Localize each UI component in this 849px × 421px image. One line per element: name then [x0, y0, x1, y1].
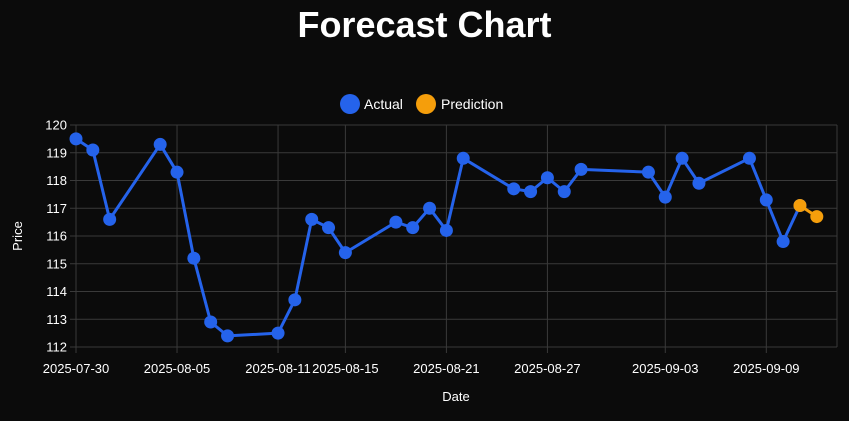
x-tick-label: 2025-09-03: [632, 361, 699, 376]
y-tick-label: 116: [46, 229, 67, 244]
x-tick-label: 2025-08-15: [312, 361, 379, 376]
legend-label-actual: Actual: [364, 96, 403, 112]
y-tick-label: 118: [46, 173, 67, 188]
y-axis-label: Price: [10, 221, 25, 251]
data-point-actual[interactable]: [658, 190, 672, 204]
y-tick-label: 117: [46, 201, 67, 216]
y-tick-label: 119: [46, 145, 67, 160]
data-point-actual[interactable]: [170, 165, 184, 179]
x-tick-label: 2025-09-09: [733, 361, 800, 376]
x-axis-label: Date: [442, 389, 469, 404]
data-point-actual[interactable]: [288, 293, 302, 307]
x-tick-label: 2025-07-30: [43, 361, 110, 376]
data-point-actual[interactable]: [406, 221, 420, 235]
data-point-actual[interactable]: [776, 235, 790, 249]
data-point-actual[interactable]: [103, 212, 117, 226]
legend-swatch-prediction: [416, 94, 436, 114]
data-point-actual[interactable]: [221, 329, 235, 343]
chart-title: Forecast Chart: [297, 4, 551, 45]
data-point-actual[interactable]: [69, 132, 83, 146]
data-point-actual[interactable]: [524, 185, 538, 199]
data-point-actual[interactable]: [759, 193, 773, 207]
x-axis-ticks: 2025-07-30 2025-08-05 2025-08-11 2025-08-15…: [43, 361, 800, 376]
data-point-actual[interactable]: [338, 246, 352, 260]
y-tick-label: 112: [46, 340, 67, 355]
y-tick-label: 113: [46, 312, 67, 327]
legend-item-actual[interactable]: Actual: [340, 94, 403, 114]
x-tick-label: 2025-08-11: [245, 361, 311, 376]
data-point-actual[interactable]: [557, 185, 571, 199]
data-point-actual[interactable]: [305, 212, 319, 226]
legend: Actual Prediction: [340, 94, 503, 114]
data-point-actual[interactable]: [507, 182, 521, 196]
data-point-actual[interactable]: [423, 201, 437, 215]
data-point-actual[interactable]: [456, 151, 470, 165]
data-point-actual[interactable]: [153, 137, 167, 151]
data-point-prediction[interactable]: [810, 210, 824, 224]
data-point-actual[interactable]: [742, 151, 756, 165]
series-line-actual: [75, 137, 802, 338]
data-point-actual[interactable]: [187, 251, 201, 265]
data-point-actual[interactable]: [675, 151, 689, 165]
data-point-actual[interactable]: [271, 326, 285, 340]
y-axis-ticks: 112 113 114 115 116 117 118 119 120: [45, 118, 67, 355]
legend-label-prediction: Prediction: [441, 96, 503, 112]
data-point-actual[interactable]: [389, 215, 403, 229]
y-tick-label: 114: [46, 284, 67, 299]
legend-swatch-actual: [340, 94, 360, 114]
data-point-actual[interactable]: [540, 171, 554, 185]
data-point-prediction[interactable]: [793, 198, 807, 212]
data-point-actual[interactable]: [574, 162, 588, 176]
legend-item-prediction[interactable]: Prediction: [416, 94, 503, 114]
x-tick-label: 2025-08-27: [514, 361, 581, 376]
data-point-actual[interactable]: [204, 315, 218, 329]
series-layer: [69, 132, 824, 343]
x-tick-label: 2025-08-21: [413, 361, 480, 376]
data-point-actual[interactable]: [439, 223, 453, 237]
data-point-actual[interactable]: [641, 165, 655, 179]
y-tick-label: 115: [46, 256, 67, 271]
data-point-actual[interactable]: [692, 176, 706, 190]
grid: [70, 124, 838, 353]
y-tick-label: 120: [45, 118, 67, 133]
data-point-actual[interactable]: [86, 143, 100, 157]
x-tick-label: 2025-08-05: [144, 361, 211, 376]
data-point-actual[interactable]: [322, 221, 336, 235]
